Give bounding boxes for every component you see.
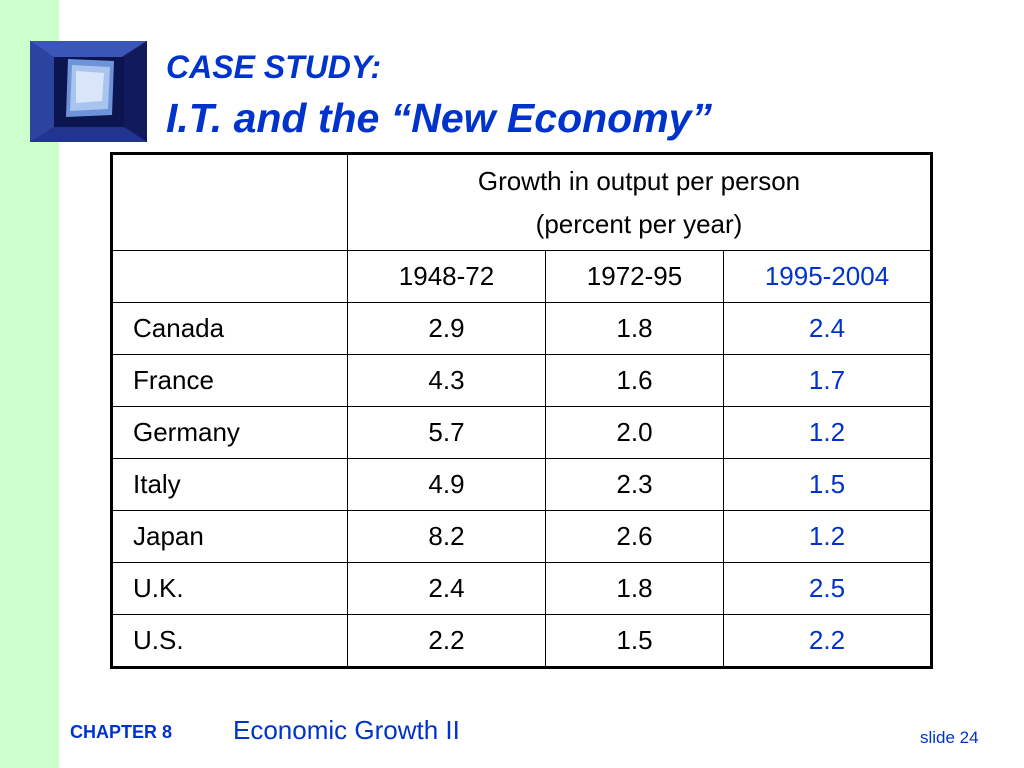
value-cell: 1.2 — [723, 406, 932, 459]
value-cell: 2.2 — [347, 614, 546, 668]
value-cell: 5.7 — [347, 406, 546, 459]
table-row: Canada 2.9 1.8 2.4 — [111, 302, 932, 355]
slide-number: slide 24 — [920, 728, 979, 747]
value-cell: 2.9 — [347, 302, 546, 355]
growth-header-cell: Growth in output per person (percent per… — [347, 153, 932, 251]
table-row: U.K. 2.4 1.8 2.5 — [111, 562, 932, 615]
value-cell: 1.8 — [545, 562, 724, 615]
value-cell: 2.3 — [545, 458, 724, 511]
table-header-row: Growth in output per person (percent per… — [111, 153, 932, 251]
value-cell: 4.9 — [347, 458, 546, 511]
value-cell: 1.2 — [723, 510, 932, 563]
value-cell: 2.5 — [723, 562, 932, 615]
table-row: Japan 8.2 2.6 1.2 — [111, 510, 932, 563]
value-cell: 1.6 — [545, 354, 724, 407]
country-cell: Germany — [111, 406, 348, 459]
country-cell: U.S. — [111, 614, 348, 668]
growth-header-line1: Growth in output per person — [477, 165, 801, 196]
table-row: Italy 4.9 2.3 1.5 — [111, 458, 932, 511]
period-header: 1948-72 — [347, 250, 546, 303]
empty-period-cell — [111, 250, 348, 303]
country-cell: U.K. — [111, 562, 348, 615]
empty-header-cell — [111, 153, 348, 251]
footer-chapter: CHAPTER 8 — [70, 722, 173, 742]
period-row: 1948-72 1972-95 1995-2004 — [111, 250, 932, 303]
value-cell: 2.0 — [545, 406, 724, 459]
slide-title-line2: I.T. and the “New Economy” — [166, 95, 712, 141]
slide-title-line1: CASE STUDY: — [166, 49, 382, 85]
growth-table: Growth in output per person (percent per… — [110, 152, 933, 669]
country-cell: Italy — [111, 458, 348, 511]
value-cell: 2.4 — [723, 302, 932, 355]
country-cell: France — [111, 354, 348, 407]
table-row: France 4.3 1.6 1.7 — [111, 354, 932, 407]
table-row: Germany 5.7 2.0 1.2 — [111, 406, 932, 459]
country-cell: Japan — [111, 510, 348, 563]
value-cell: 8.2 — [347, 510, 546, 563]
value-cell: 1.8 — [545, 302, 724, 355]
growth-header-line2: (percent per year) — [535, 208, 743, 239]
value-cell: 2.4 — [347, 562, 546, 615]
value-cell: 1.5 — [723, 458, 932, 511]
footer-topic: Economic Growth II — [233, 715, 460, 745]
chapter-logo-icon — [30, 41, 147, 142]
value-cell: 2.6 — [545, 510, 724, 563]
value-cell: 1.7 — [723, 354, 932, 407]
value-cell: 1.5 — [545, 614, 724, 668]
value-cell: 4.3 — [347, 354, 546, 407]
value-cell: 2.2 — [723, 614, 932, 668]
period-header: 1995-2004 — [723, 250, 932, 303]
country-cell: Canada — [111, 302, 348, 355]
table-row: U.S. 2.2 1.5 2.2 — [111, 614, 932, 668]
period-header: 1972-95 — [545, 250, 724, 303]
